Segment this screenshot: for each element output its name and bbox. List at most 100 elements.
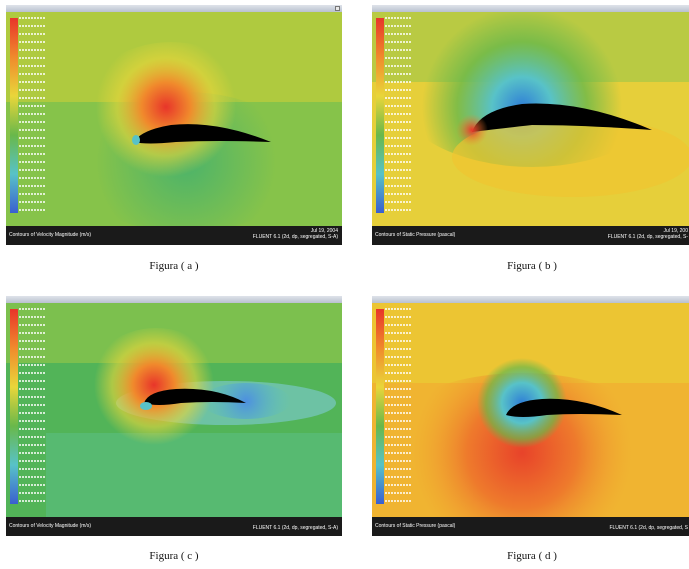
colorbar-tick xyxy=(19,25,45,27)
caption-b: Figura ( b ) xyxy=(507,260,557,272)
colorbar-tick xyxy=(385,49,411,51)
velocity-contour-plot xyxy=(6,12,342,226)
colorbar-tick xyxy=(19,340,45,342)
colorbar-tick xyxy=(385,420,411,422)
colorbar-tick xyxy=(385,468,411,470)
colorbar-ticks xyxy=(385,308,411,505)
colorbar-tick xyxy=(385,73,411,75)
footer-date: Jul 19, 200 xyxy=(663,228,688,234)
colorbar-tick xyxy=(385,380,411,382)
caption-d: Figura ( d ) xyxy=(507,550,557,562)
colorbar-tick xyxy=(385,460,411,462)
colorbar-tick xyxy=(385,332,411,334)
window-titlebar xyxy=(6,5,342,12)
figure-panel-c: Contours of Velocity Magnitude (m/s) FLU… xyxy=(6,296,342,536)
colorbar-tick xyxy=(385,356,411,358)
colorbar-tick xyxy=(385,201,411,203)
colorbar-tick xyxy=(385,113,411,115)
colorbar-tick xyxy=(385,372,411,374)
pressure-contour-plot xyxy=(372,303,689,517)
colorbar-tick xyxy=(19,380,45,382)
airfoil-shape xyxy=(506,398,622,417)
colorbar-tick xyxy=(385,17,411,19)
colorbar-tick xyxy=(19,185,45,187)
caption-a: Figura ( a ) xyxy=(149,260,199,272)
colorbar-tick xyxy=(385,428,411,430)
colorbar-tick xyxy=(19,137,45,139)
plot-footer: Contours of Velocity Magnitude (m/s) FLU… xyxy=(6,517,342,536)
pressure-contour-plot xyxy=(372,12,689,226)
airfoil-shape xyxy=(144,388,246,405)
colorbar-tick xyxy=(385,388,411,390)
colorbar-tick xyxy=(19,468,45,470)
colorbar-tick xyxy=(19,404,45,406)
footer-title: Contours of Velocity Magnitude (m/s) xyxy=(9,232,91,238)
window-titlebar xyxy=(372,5,689,12)
footer-title: Contours of Static Pressure (pascal) xyxy=(375,523,456,529)
colorbar-tick xyxy=(19,444,45,446)
figure-panel-b: Contours of Static Pressure (pascal) Jul… xyxy=(372,5,689,245)
colorbar-tick xyxy=(19,113,45,115)
colorbar-tick xyxy=(385,97,411,99)
footer-solver: FLUENT 6.1 (2d, dp, segregated, S xyxy=(609,525,688,531)
colorbar-tick xyxy=(385,308,411,310)
footer-info: Jul 19, 200 FLUENT 6.1 (2d, dp, segregat… xyxy=(608,228,688,240)
colorbar-ticks xyxy=(385,17,411,214)
colorbar-tick xyxy=(19,492,45,494)
colorbar-tick xyxy=(19,89,45,91)
colorbar-tick xyxy=(19,57,45,59)
colorbar-tick xyxy=(19,484,45,486)
colorbar-tick xyxy=(385,484,411,486)
colorbar-tick xyxy=(385,436,411,438)
colorbar-tick xyxy=(385,404,411,406)
close-icon[interactable] xyxy=(335,6,340,11)
colorbar-tick xyxy=(385,33,411,35)
colorbar-tick xyxy=(385,129,411,131)
footer-solver: FLUENT 6.1 (2d, dp, segregated, S- xyxy=(607,234,688,240)
colorbar-tick xyxy=(19,500,45,502)
colorbar-ticks xyxy=(19,17,45,214)
colorbar-tick xyxy=(19,193,45,195)
window-titlebar xyxy=(6,296,342,303)
colorbar-tick xyxy=(385,89,411,91)
velocity-contour-plot xyxy=(6,303,342,517)
colorbar-tick xyxy=(19,348,45,350)
airfoil-shape xyxy=(134,124,271,144)
colorbar-tick xyxy=(385,476,411,478)
colorbar-tick xyxy=(19,428,45,430)
colorbar-tick xyxy=(19,332,45,334)
colorbar-tick xyxy=(385,209,411,211)
airfoil-shape xyxy=(472,103,652,132)
window-titlebar xyxy=(372,296,689,303)
colorbar-tick xyxy=(19,308,45,310)
colorbar-tick xyxy=(19,169,45,171)
colorbar-tick xyxy=(385,25,411,27)
colorbar-tick xyxy=(385,452,411,454)
colorbar-tick xyxy=(19,201,45,203)
colorbar-tick xyxy=(385,121,411,123)
colorbar-tick xyxy=(19,209,45,211)
colorbar-tick xyxy=(19,388,45,390)
colorbar-tick xyxy=(19,17,45,19)
colorbar-tick xyxy=(19,356,45,358)
footer-solver: FLUENT 6.1 (2d, dp, segregated, S-A) xyxy=(252,234,338,240)
colorbar-tick xyxy=(19,420,45,422)
footer-info: Jul 19, 2004 FLUENT 6.1 (2d, dp, segrega… xyxy=(253,228,338,240)
colorbar-tick xyxy=(19,396,45,398)
colorbar-tick xyxy=(385,324,411,326)
colorbar-tick xyxy=(19,436,45,438)
footer-date: Jul 19, 2004 xyxy=(310,228,338,234)
plot-footer: Contours of Static Pressure (pascal) Jul… xyxy=(372,226,689,245)
colorbar-tick xyxy=(19,460,45,462)
colorbar-tick xyxy=(385,444,411,446)
colorbar-tick xyxy=(385,137,411,139)
colorbar-tick xyxy=(19,121,45,123)
colorbar-tick xyxy=(19,316,45,318)
colorbar-tick xyxy=(385,193,411,195)
colorbar-tick xyxy=(385,348,411,350)
colorbar-tick xyxy=(385,412,411,414)
colorbar-tick xyxy=(19,145,45,147)
colorbar xyxy=(10,309,18,504)
colorbar-tick xyxy=(385,364,411,366)
colorbar-tick xyxy=(19,73,45,75)
